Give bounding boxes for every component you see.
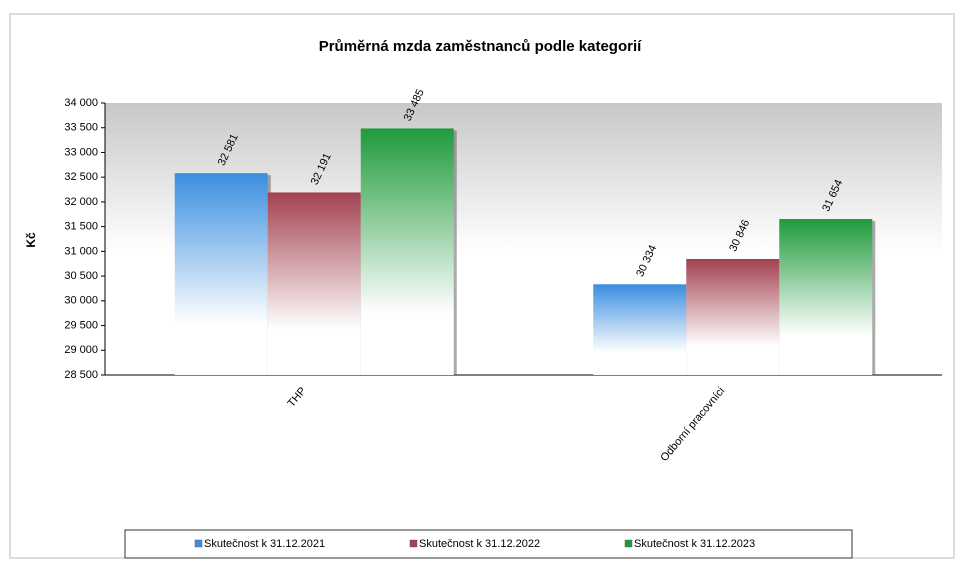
- legend: [124, 529, 853, 559]
- y-tick-label: 33 000: [64, 146, 98, 158]
- legend-label: Skutečnost k 31.12.2021: [204, 538, 325, 550]
- legend-swatch: [409, 539, 418, 548]
- legend-label: Skutečnost k 31.12.2022: [419, 538, 540, 550]
- y-tick-label: 29 500: [64, 319, 98, 331]
- x-tick-label: Odborní pracovníci: [658, 385, 727, 464]
- bar: [174, 173, 268, 375]
- bar: [267, 192, 361, 375]
- legend-swatch: [624, 539, 633, 548]
- y-tick-label: 32 000: [64, 196, 98, 208]
- y-tick-label: 29 000: [64, 344, 98, 356]
- chart-title: Průměrná mzda zaměstnanců podle kategori…: [319, 38, 642, 55]
- bar: [360, 128, 454, 375]
- bar: [779, 219, 873, 375]
- y-tick-label: 28 500: [64, 369, 98, 381]
- y-tick-label: 34 000: [64, 97, 98, 109]
- y-axis-label: Kč: [24, 232, 38, 248]
- y-tick-label: 31 000: [64, 245, 98, 257]
- y-tick-label: 30 500: [64, 270, 98, 282]
- bar: [593, 284, 687, 375]
- bar: [686, 258, 780, 375]
- legend-swatch: [194, 539, 203, 548]
- x-tick-label: THP: [285, 385, 308, 410]
- y-tick-label: 32 500: [64, 171, 98, 183]
- legend-label: Skutečnost k 31.12.2023: [634, 538, 755, 550]
- y-tick-label: 31 500: [64, 221, 98, 233]
- y-tick-label: 33 500: [64, 122, 98, 134]
- y-tick-label: 30 000: [64, 295, 98, 307]
